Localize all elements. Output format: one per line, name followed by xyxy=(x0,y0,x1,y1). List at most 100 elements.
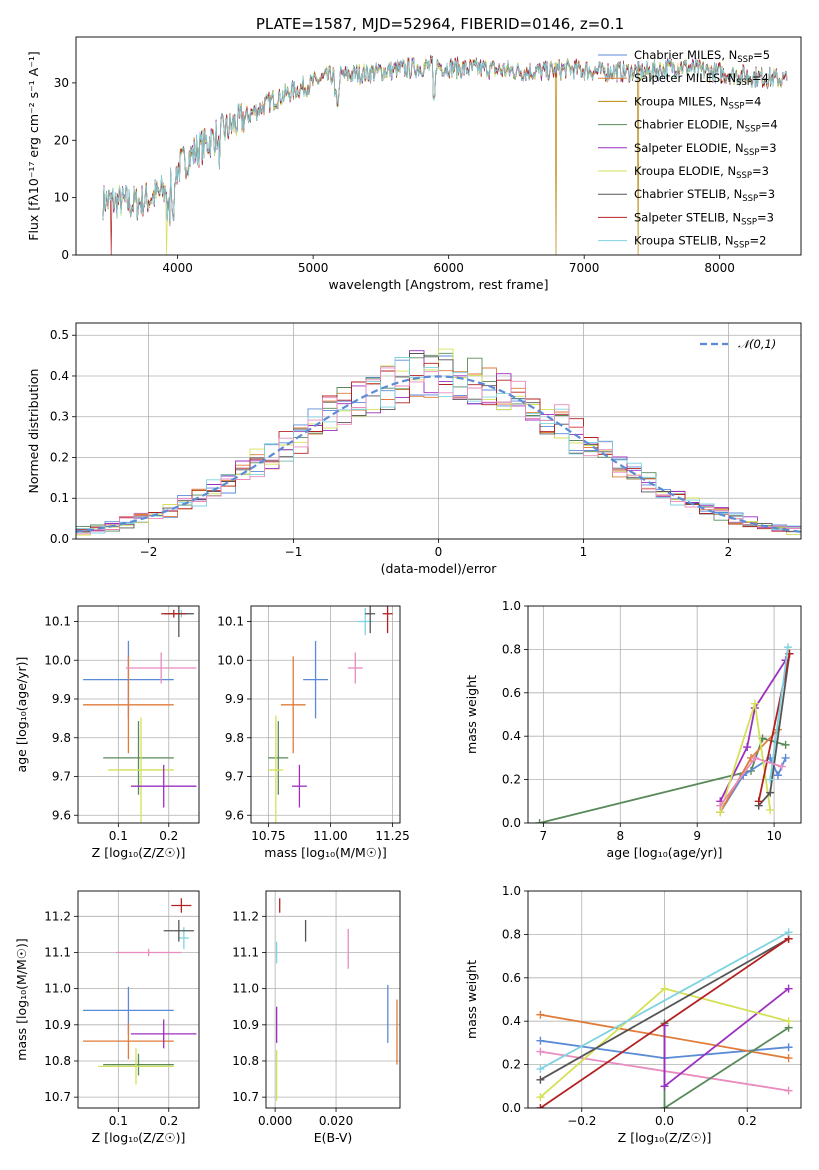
series-marker xyxy=(536,1047,545,1056)
x-tick-label: −1 xyxy=(285,545,303,559)
y-tick-label: 20 xyxy=(54,133,69,147)
errorbar-point xyxy=(103,1053,174,1076)
legend-value: =2 xyxy=(749,234,766,248)
series-marker xyxy=(773,771,782,780)
y-tick-label: 9.9 xyxy=(52,692,71,706)
chart-residuals: −2 −1 0 1 2 0.0 0.1 0.2 0.3 0.4 0.5 (data-model)/er… xyxy=(26,322,802,576)
spectrum-line xyxy=(102,57,788,255)
chart-massweight-vs-Z: −0.2 0.0 0.2 0.0 0.2 0.4 0.6 0.8 1.0 Z [log₁₀(Z/Z… xyxy=(464,884,802,1145)
axes-frame xyxy=(527,605,802,824)
plot-area xyxy=(78,891,199,1108)
legend-entry: Kroupa MILES, NSSP=4 xyxy=(634,94,761,111)
x-tick-label: 10.75 xyxy=(251,829,285,843)
series-marker xyxy=(781,740,790,749)
series-marker xyxy=(784,984,793,993)
y-tick-label: 10.0 xyxy=(217,653,244,667)
y-tick-label: 10.7 xyxy=(44,1090,71,1104)
series-marker xyxy=(660,1082,669,1091)
x-tick-label: 4000 xyxy=(162,261,193,275)
y-axis-label: age [log₁₀(age/yr)] xyxy=(14,657,29,773)
legend-name: Salpeter STELIB, N xyxy=(634,210,741,224)
errorbar-point xyxy=(130,764,197,808)
spectrum-line xyxy=(102,57,788,223)
series-line xyxy=(536,928,793,1073)
legend-entry: Chabrier ELODIE, NSSP=4 xyxy=(634,118,778,135)
legend-sub: SSP xyxy=(745,125,761,135)
series-marker xyxy=(660,1104,669,1108)
series-marker xyxy=(754,797,763,806)
series-marker xyxy=(535,819,544,823)
legend-sub: SSP xyxy=(729,101,745,111)
x-tick-label: 0.2 xyxy=(159,829,178,843)
y-axis-label: Flux [fλ10⁻¹⁷ erg cm⁻² s⁻¹ A⁻¹] xyxy=(26,51,41,240)
axes-frame xyxy=(75,36,802,256)
legend-sub: SSP xyxy=(734,241,750,251)
legend-value: =3 xyxy=(758,187,775,201)
y-tick-label: 30 xyxy=(54,76,69,90)
series-path xyxy=(719,659,787,802)
y-tick-label: 9.6 xyxy=(52,808,71,822)
y-tick-label: 0.8 xyxy=(502,927,521,941)
series-line xyxy=(660,984,793,1091)
y-tick-label: 0.0 xyxy=(502,1101,521,1115)
x-axis-label: mass [log₁₀(M/M☉)] xyxy=(264,845,386,860)
series-marker xyxy=(536,1093,545,1102)
plot-area xyxy=(102,55,788,255)
series-marker xyxy=(750,753,759,762)
x-axis-label: Z [log₁₀(Z/Z☉)] xyxy=(92,1130,186,1145)
x-tick-label: −0.2 xyxy=(567,1114,596,1128)
x-tick-label: 11.25 xyxy=(375,829,409,843)
plot-area xyxy=(78,606,199,823)
legend-value: =3 xyxy=(760,141,777,155)
series-marker xyxy=(784,1054,793,1063)
x-tick-label: 5000 xyxy=(298,261,329,275)
x-tick-label: 11.00 xyxy=(313,829,347,843)
plot-area xyxy=(528,891,801,1108)
errorbar-point xyxy=(125,652,197,684)
legend-sub: SSP xyxy=(736,171,752,181)
legend-name: Salpeter ELODIE, N xyxy=(634,141,744,155)
x-tick-label: 0.2 xyxy=(738,1114,757,1128)
axes-frame xyxy=(77,605,200,824)
legend-entry: Kroupa ELODIE, NSSP=3 xyxy=(634,164,769,181)
y-tick-label: 10.9 xyxy=(232,1018,259,1032)
x-axis-label: (data-model)/error xyxy=(381,561,498,576)
legend-value: =4 xyxy=(761,118,778,132)
y-tick-label: 0.8 xyxy=(502,642,521,656)
errorbar-point xyxy=(83,1023,174,1060)
y-tick-label: 11.1 xyxy=(44,945,71,959)
chart-spectrum: 4000 5000 6000 7000 8000 0 10 20 30 wavelength [A… xyxy=(26,36,802,292)
x-tick-label: 6000 xyxy=(433,261,464,275)
y-tick-label: 0.4 xyxy=(502,729,521,743)
y-tick-label: 0.4 xyxy=(50,369,69,383)
errorbar-point xyxy=(163,919,194,942)
legend-value: =3 xyxy=(757,210,774,224)
x-tick-label: 0.0 xyxy=(655,1114,674,1128)
y-axis-label: mass weight xyxy=(464,960,479,1039)
x-tick-label: 0.000 xyxy=(258,1114,292,1128)
y-tick-label: 10.0 xyxy=(44,653,71,667)
series-marker xyxy=(743,743,752,752)
legend-sub: SSP xyxy=(736,78,752,88)
legend-name: Salpeter MILES, N xyxy=(634,71,736,85)
errorbar-point xyxy=(280,656,306,754)
y-tick-label: 10 xyxy=(54,191,69,205)
errorbar-point xyxy=(303,640,328,719)
legend-sub: SSP xyxy=(744,148,760,158)
x-tick-label: 1 xyxy=(580,545,588,559)
y-tick-label: 0.2 xyxy=(502,773,521,787)
legend-value: =4 xyxy=(744,94,761,108)
y-tick-label: 9.9 xyxy=(225,692,244,706)
y-tick-label: 9.7 xyxy=(52,770,71,784)
y-tick-label: 0.3 xyxy=(50,410,69,424)
errorbar-point xyxy=(103,721,174,795)
y-tick-label: 11.2 xyxy=(232,909,259,923)
errorbar-point xyxy=(347,652,363,684)
y-axis-label: mass weight xyxy=(464,675,479,754)
axes-frame xyxy=(527,890,802,1109)
series-marker xyxy=(766,788,775,797)
axes-frame xyxy=(77,890,200,1109)
errorbar-point xyxy=(268,721,289,795)
